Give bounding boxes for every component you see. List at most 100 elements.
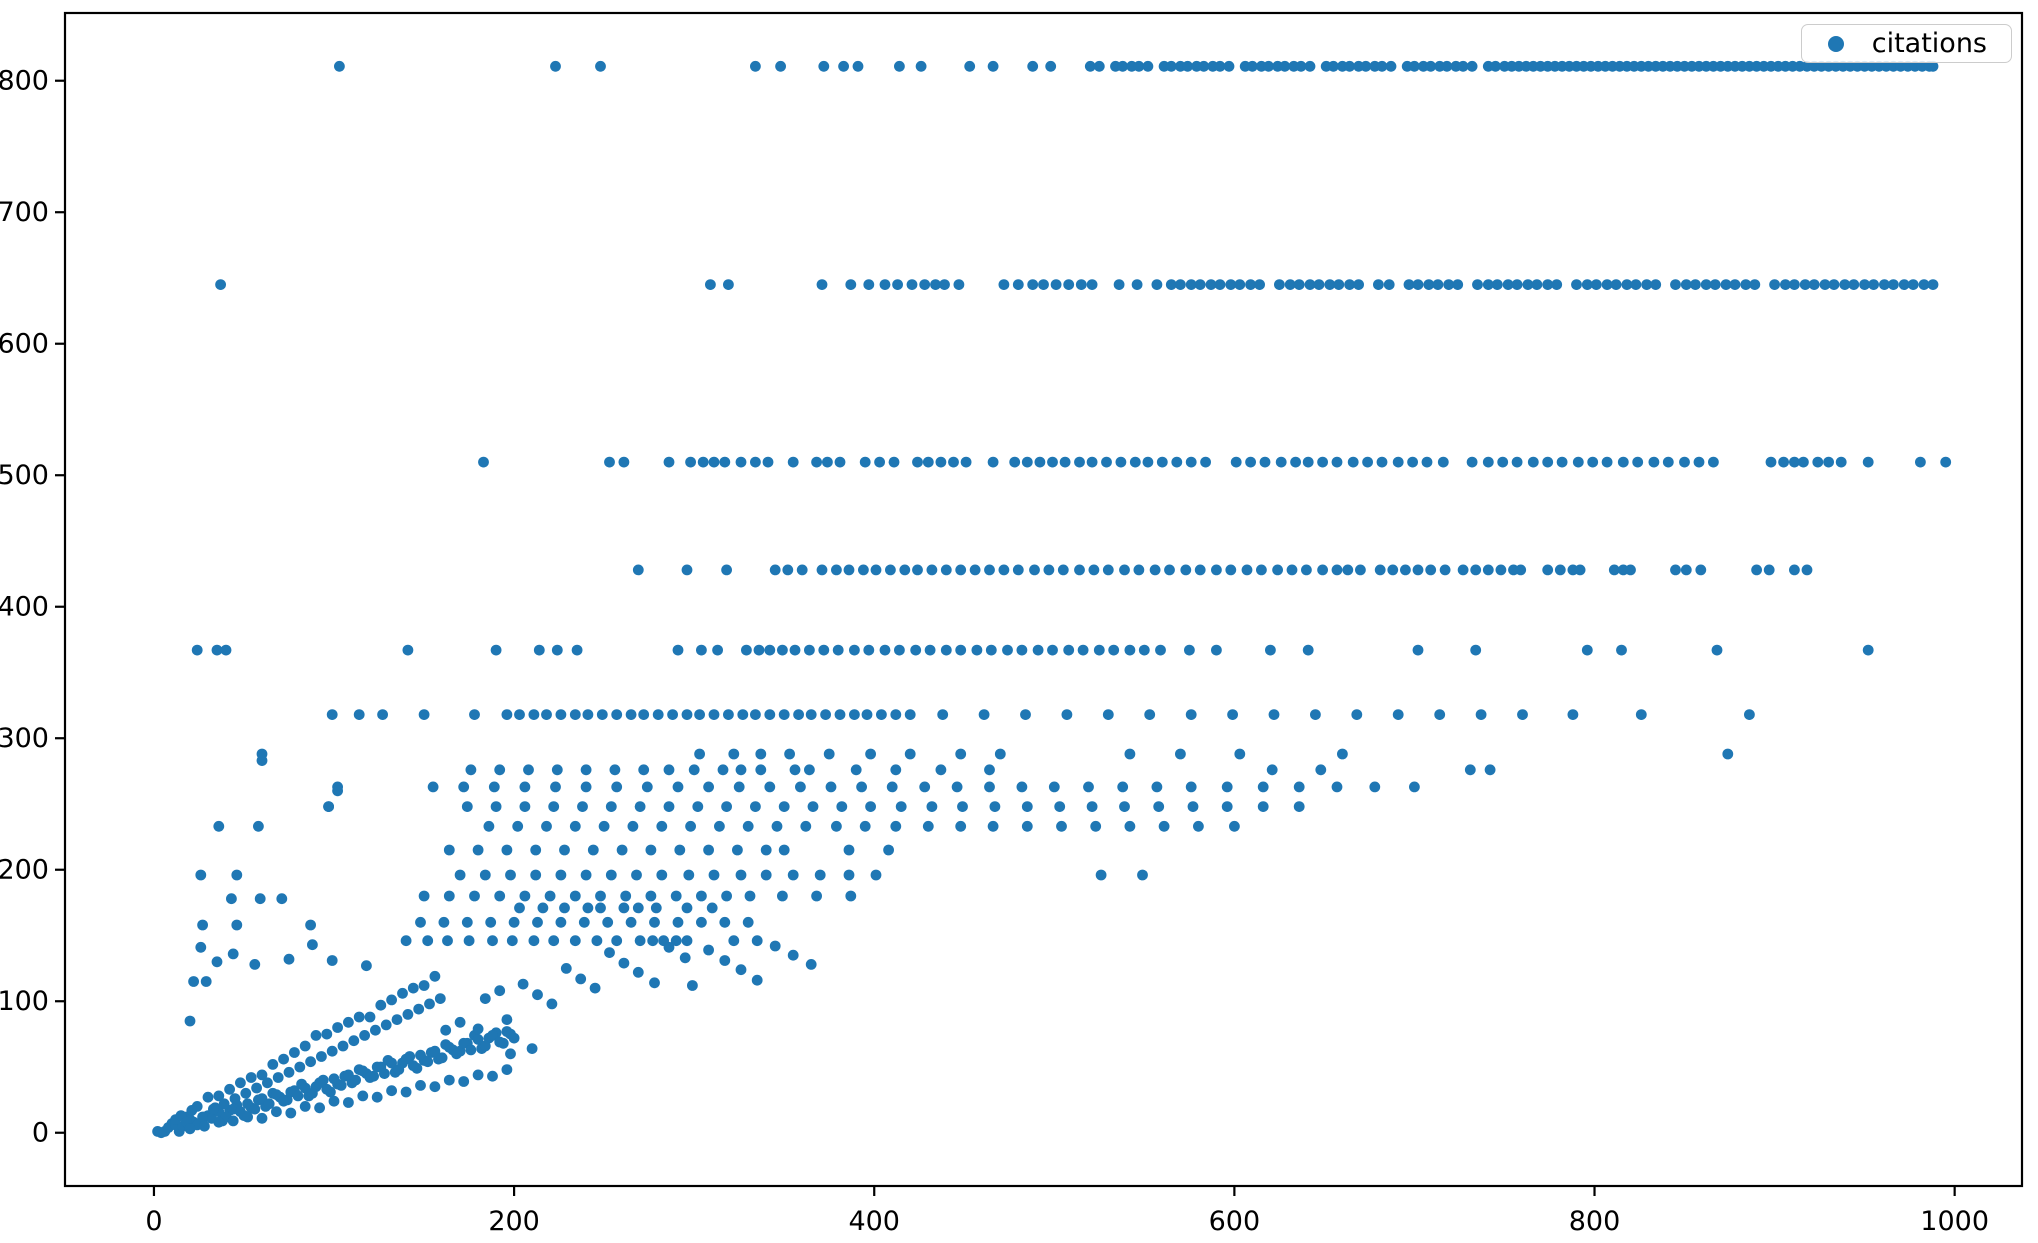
data-point xyxy=(843,564,855,576)
data-point xyxy=(787,456,799,468)
data-point xyxy=(1331,564,1343,576)
data-point xyxy=(1472,279,1483,290)
data-point xyxy=(1531,279,1543,290)
data-point xyxy=(1185,781,1197,793)
data-point xyxy=(1002,644,1013,656)
data-point xyxy=(1470,644,1482,656)
y-tick-label: 300 xyxy=(0,723,49,754)
data-point xyxy=(289,1047,300,1058)
data-point xyxy=(514,709,525,720)
x-tick-label: 200 xyxy=(488,1206,540,1237)
data-point xyxy=(634,935,646,947)
data-point xyxy=(1556,456,1568,468)
data-point xyxy=(326,955,338,966)
data-point xyxy=(245,1072,257,1083)
data-point xyxy=(400,935,412,947)
data-point xyxy=(418,890,430,902)
data-point xyxy=(940,644,952,656)
data-point xyxy=(195,941,207,953)
data-point xyxy=(870,869,882,881)
data-point xyxy=(555,709,567,720)
data-point xyxy=(1234,279,1246,290)
data-point xyxy=(1012,279,1024,290)
data-point xyxy=(479,993,491,1004)
data-point xyxy=(1778,456,1789,468)
data-point xyxy=(501,844,513,856)
data-point xyxy=(305,1056,316,1068)
data-point xyxy=(434,993,446,1004)
data-point xyxy=(605,801,617,812)
data-point xyxy=(357,1090,369,1102)
data-point xyxy=(1693,456,1705,468)
data-point xyxy=(1043,564,1055,576)
data-point xyxy=(1119,564,1130,576)
data-point xyxy=(638,709,650,720)
data-point xyxy=(380,1019,392,1031)
data-point xyxy=(461,916,473,928)
data-point xyxy=(400,1086,412,1098)
data-point xyxy=(1245,279,1256,290)
data-point xyxy=(930,279,941,290)
data-point xyxy=(1225,564,1237,576)
data-point xyxy=(1432,279,1444,290)
data-point xyxy=(652,709,664,720)
data-point xyxy=(611,935,623,947)
data-point xyxy=(687,980,698,991)
data-point xyxy=(638,764,650,776)
data-point xyxy=(935,456,947,468)
data-point xyxy=(1630,279,1642,290)
data-point xyxy=(283,953,295,965)
data-point xyxy=(575,973,587,985)
data-point xyxy=(1165,60,1177,72)
data-point xyxy=(1495,564,1507,576)
data-point xyxy=(760,869,772,881)
data-point xyxy=(1680,564,1692,576)
data-point xyxy=(226,893,237,905)
data-point xyxy=(650,902,662,914)
data-point xyxy=(926,564,938,576)
data-point xyxy=(332,1022,343,1033)
data-point xyxy=(1165,279,1177,290)
data-point xyxy=(429,970,441,982)
data-point xyxy=(681,709,693,720)
data-point xyxy=(1194,564,1206,576)
data-point xyxy=(831,820,842,832)
data-point xyxy=(436,1052,448,1064)
data-point xyxy=(541,820,552,832)
data-point xyxy=(796,564,808,576)
data-point xyxy=(469,890,480,902)
data-point xyxy=(1695,564,1707,576)
data-point xyxy=(955,564,967,576)
data-point xyxy=(620,890,632,902)
data-point xyxy=(533,644,545,656)
data-point xyxy=(276,893,288,905)
data-point xyxy=(580,781,592,793)
data-point xyxy=(904,709,916,720)
data-point xyxy=(494,890,506,902)
data-point xyxy=(820,709,831,720)
data-point xyxy=(582,709,594,720)
data-point xyxy=(310,1030,322,1041)
data-point xyxy=(1700,279,1712,290)
data-point xyxy=(359,1030,370,1041)
data-point xyxy=(519,801,531,812)
data-point xyxy=(1245,456,1256,468)
data-point xyxy=(227,1115,239,1127)
data-point xyxy=(1542,456,1554,468)
data-point xyxy=(1927,279,1939,290)
data-point xyxy=(559,902,570,914)
data-point xyxy=(1421,456,1433,468)
data-point xyxy=(537,902,549,914)
data-point xyxy=(926,801,938,812)
data-point xyxy=(1601,456,1613,468)
data-point xyxy=(321,1028,333,1040)
data-point xyxy=(278,1095,289,1107)
data-point xyxy=(1425,564,1437,576)
data-point xyxy=(512,820,524,832)
data-point xyxy=(197,919,209,931)
data-point xyxy=(831,564,842,576)
data-point xyxy=(728,935,740,947)
data-point xyxy=(472,1034,484,1045)
data-point xyxy=(1347,456,1359,468)
data-point xyxy=(1502,279,1514,290)
